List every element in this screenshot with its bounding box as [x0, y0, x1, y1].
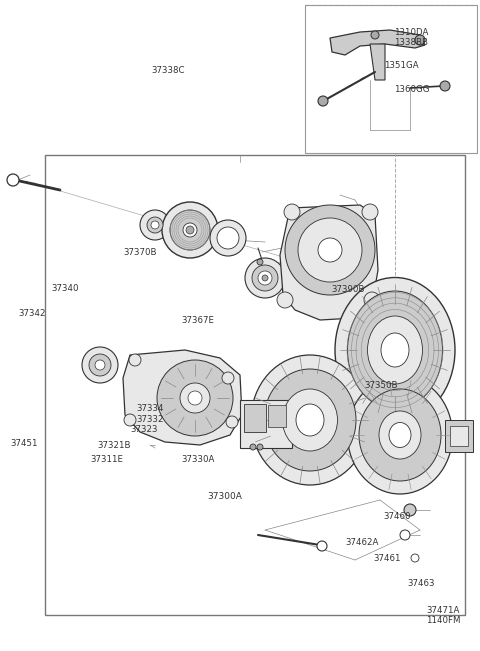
Circle shape [250, 444, 256, 450]
Polygon shape [370, 44, 385, 80]
Text: 37300A: 37300A [207, 492, 242, 501]
Circle shape [285, 205, 375, 295]
Text: 37460: 37460 [384, 512, 411, 521]
Polygon shape [280, 205, 378, 320]
Text: 37451: 37451 [11, 439, 38, 449]
Text: 1338BB: 1338BB [394, 38, 428, 48]
Ellipse shape [389, 422, 411, 447]
Ellipse shape [381, 333, 409, 367]
Circle shape [183, 223, 197, 237]
Circle shape [188, 391, 202, 405]
Circle shape [129, 354, 141, 366]
Circle shape [217, 227, 239, 249]
Text: 37370B: 37370B [124, 248, 157, 257]
Ellipse shape [348, 376, 453, 494]
Circle shape [404, 504, 416, 516]
Ellipse shape [264, 369, 356, 471]
Circle shape [400, 530, 410, 540]
Text: 37332: 37332 [137, 415, 164, 424]
Circle shape [411, 554, 419, 562]
Text: 1351GA: 1351GA [384, 61, 419, 70]
Circle shape [317, 541, 327, 551]
Circle shape [277, 292, 293, 308]
Ellipse shape [296, 404, 324, 436]
Circle shape [318, 238, 342, 262]
Circle shape [162, 202, 218, 258]
Circle shape [210, 220, 246, 256]
Circle shape [140, 210, 170, 240]
Text: 37471A: 37471A [426, 606, 460, 615]
Circle shape [415, 35, 425, 45]
Ellipse shape [359, 389, 441, 481]
Bar [45, 155, 465, 615]
Text: 37350B: 37350B [365, 381, 398, 390]
Bar [244, 404, 266, 432]
Text: 1140FM: 1140FM [426, 616, 461, 625]
Circle shape [318, 96, 328, 106]
Circle shape [82, 347, 118, 383]
Text: 37390B: 37390B [331, 284, 365, 294]
Bar [445, 420, 473, 452]
Ellipse shape [335, 277, 455, 422]
Circle shape [257, 259, 263, 265]
Text: 37330A: 37330A [181, 455, 215, 464]
Ellipse shape [283, 389, 337, 451]
Text: 1360GG: 1360GG [394, 85, 429, 94]
Circle shape [7, 174, 19, 186]
Bar [450, 426, 468, 446]
Text: 37323: 37323 [131, 425, 158, 434]
Bar [305, 5, 477, 153]
Ellipse shape [348, 291, 443, 409]
Text: 37311E: 37311E [90, 455, 123, 464]
Text: 37340: 37340 [52, 284, 79, 293]
Text: 37461: 37461 [373, 554, 401, 563]
Ellipse shape [379, 411, 421, 459]
Circle shape [298, 218, 362, 282]
Text: 37463: 37463 [407, 579, 434, 589]
Ellipse shape [251, 355, 369, 485]
Circle shape [364, 292, 380, 308]
Polygon shape [123, 350, 242, 445]
Circle shape [257, 444, 263, 450]
Circle shape [147, 217, 163, 233]
Circle shape [258, 271, 272, 285]
Circle shape [186, 226, 194, 234]
Bar [268, 405, 286, 427]
Ellipse shape [368, 316, 422, 384]
Text: 1310DA: 1310DA [394, 28, 428, 37]
Circle shape [124, 414, 136, 426]
Circle shape [371, 31, 379, 39]
Text: 37321B: 37321B [97, 441, 131, 450]
Circle shape [222, 372, 234, 384]
Circle shape [151, 221, 159, 229]
Text: 37462A: 37462A [346, 538, 379, 547]
Circle shape [157, 360, 233, 436]
Circle shape [226, 416, 238, 428]
Circle shape [262, 275, 268, 281]
Text: 37334: 37334 [137, 404, 164, 413]
Text: 37367E: 37367E [181, 316, 215, 325]
Bar [240, 400, 292, 448]
Circle shape [245, 258, 285, 298]
Circle shape [89, 354, 111, 376]
Circle shape [252, 265, 278, 291]
Text: 37338C: 37338C [151, 66, 185, 75]
Polygon shape [330, 30, 425, 55]
Circle shape [170, 210, 210, 250]
Circle shape [284, 204, 300, 220]
Circle shape [95, 360, 105, 370]
Text: 37342: 37342 [18, 309, 46, 318]
Circle shape [362, 204, 378, 220]
Circle shape [440, 81, 450, 91]
Circle shape [180, 383, 210, 413]
